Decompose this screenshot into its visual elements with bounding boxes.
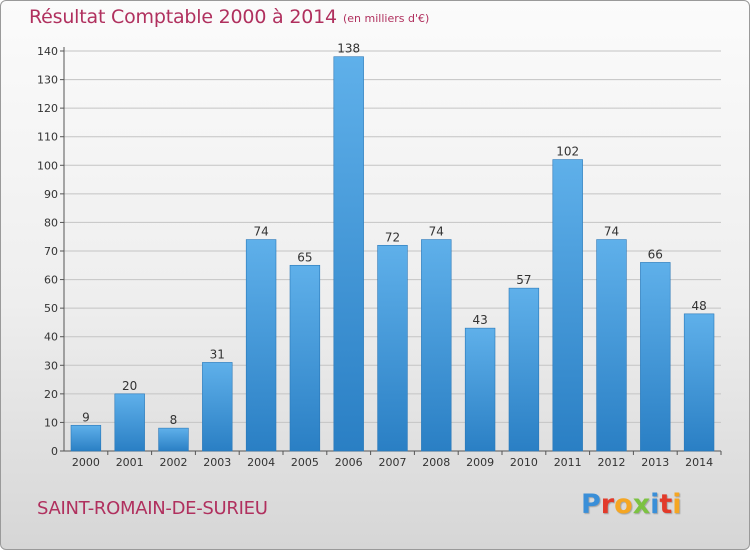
logo-letter: P bbox=[581, 489, 601, 520]
x-tick-label-2012: 2012 bbox=[598, 456, 626, 469]
logo-letter: o bbox=[614, 489, 633, 520]
bar-layer bbox=[70, 56, 715, 452]
logo-letter: i bbox=[650, 489, 660, 520]
bar-2003 bbox=[202, 362, 233, 452]
bar-2010 bbox=[508, 287, 540, 452]
bar-2008 bbox=[421, 239, 452, 452]
x-tick-label-2011: 2011 bbox=[554, 456, 582, 469]
x-tick-label-2003: 2003 bbox=[203, 456, 231, 469]
data-label-2009: 43 bbox=[472, 313, 487, 327]
data-label-2004: 74 bbox=[253, 225, 268, 239]
y-tick-label: 30 bbox=[44, 359, 58, 372]
x-tick-label-2009: 2009 bbox=[466, 456, 494, 469]
x-tick-label-2004: 2004 bbox=[247, 456, 275, 469]
data-label-2000: 9 bbox=[82, 410, 90, 424]
x-tick-label-2005: 2005 bbox=[291, 456, 319, 469]
logo-letter: t bbox=[659, 489, 673, 520]
logo-letter: i bbox=[672, 489, 682, 520]
y-tick-label: 90 bbox=[44, 188, 58, 201]
commune-name: SAINT-ROMAIN-DE-SURIEU bbox=[37, 498, 268, 519]
x-tick-label-2002: 2002 bbox=[160, 456, 188, 469]
data-label-2014: 48 bbox=[691, 299, 706, 313]
y-tick-label: 110 bbox=[37, 131, 58, 144]
y-tick-label: 20 bbox=[44, 388, 58, 401]
x-tick-label-2000: 2000 bbox=[72, 456, 100, 469]
y-tick-label: 50 bbox=[44, 302, 58, 315]
data-label-2003: 31 bbox=[210, 347, 225, 361]
bar-2002 bbox=[158, 427, 189, 452]
data-label-2013: 66 bbox=[648, 247, 663, 261]
y-tick-label: 120 bbox=[37, 102, 58, 115]
x-tick-label-2013: 2013 bbox=[641, 456, 669, 469]
bar-2014 bbox=[683, 313, 715, 452]
axis-layer: 0 10 20 30 40 50 60 70 80 90 100 110 120 130 140 2000 20… bbox=[37, 45, 722, 469]
logo-letter: x bbox=[632, 489, 651, 520]
y-tick-label: 10 bbox=[44, 416, 58, 429]
label-layer: 9 20 8 31 74 65 138 72 74 43 57 102 74 66 48 bbox=[82, 42, 707, 427]
bar-2000 bbox=[70, 424, 102, 452]
data-label-2007: 72 bbox=[385, 230, 400, 244]
bar-2011 bbox=[552, 159, 583, 452]
x-tick-label-2010: 2010 bbox=[510, 456, 538, 469]
data-label-2001: 20 bbox=[122, 379, 137, 393]
y-tick-label: 40 bbox=[44, 331, 58, 344]
proxiti-logo[interactable]: Proxiti bbox=[581, 489, 682, 520]
data-label-2002: 8 bbox=[170, 413, 178, 427]
bar-2004 bbox=[245, 239, 277, 452]
y-tick-label: 70 bbox=[44, 245, 58, 258]
bar-2001 bbox=[114, 393, 145, 452]
x-tick-label-2007: 2007 bbox=[379, 456, 407, 469]
x-tick-label-2001: 2001 bbox=[116, 456, 144, 469]
bar-2006 bbox=[333, 56, 364, 452]
logo-letter: r bbox=[600, 489, 615, 520]
chart-subtitle: (en milliers d'€) bbox=[343, 12, 430, 25]
bar-2007 bbox=[377, 244, 408, 452]
bar-2013 bbox=[640, 262, 671, 452]
bar-2009 bbox=[464, 327, 496, 452]
x-tick-label-2006: 2006 bbox=[335, 456, 363, 469]
data-label-2012: 74 bbox=[604, 225, 619, 239]
bar-2012 bbox=[596, 239, 627, 452]
data-label-2010: 57 bbox=[516, 273, 531, 287]
y-tick-label: 140 bbox=[37, 45, 58, 58]
data-label-2008: 74 bbox=[429, 225, 444, 239]
data-label-2006: 138 bbox=[337, 42, 360, 56]
y-tick-label: 130 bbox=[37, 74, 58, 87]
y-tick-label: 60 bbox=[44, 274, 58, 287]
bar-2005 bbox=[289, 264, 321, 452]
y-tick-label: 0 bbox=[51, 445, 58, 458]
x-tick-label-2008: 2008 bbox=[422, 456, 450, 469]
y-tick-label: 100 bbox=[37, 159, 58, 172]
chart-title: Résultat Comptable 2000 à 2014 bbox=[29, 6, 337, 28]
data-label-2011: 102 bbox=[556, 145, 579, 159]
data-label-2005: 65 bbox=[297, 250, 312, 264]
x-tick-label-2014: 2014 bbox=[685, 456, 713, 469]
y-tick-label: 80 bbox=[44, 216, 58, 229]
